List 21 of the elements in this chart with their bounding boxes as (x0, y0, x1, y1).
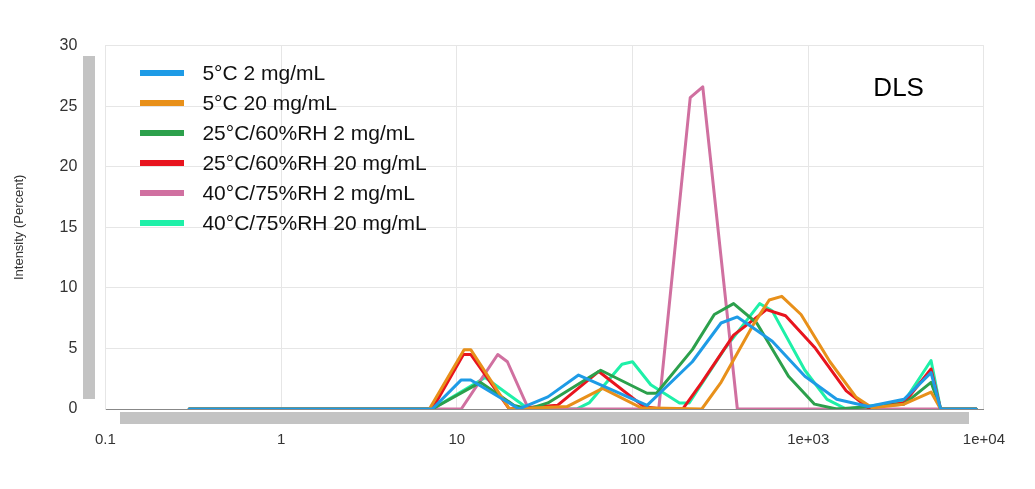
x-tick-label: 1e+03 (787, 430, 830, 448)
x-tick-label: 1 (276, 430, 286, 448)
annotation: DLS (873, 71, 924, 102)
legend-label: 5°C 2 mg/mL (202, 59, 326, 86)
y-axis-title: Intensity (Percent) (11, 174, 27, 281)
x-tick-label: 1e+04 (962, 430, 1006, 448)
x-tick-label: 100 (620, 430, 646, 448)
y-tick-label: 30 (59, 36, 78, 54)
x-tick-label: 10 (448, 430, 466, 448)
y-tick-label: 25 (59, 96, 78, 114)
legend-label: 40°C/75%RH 20 mg/mL (202, 209, 427, 236)
y-tick-label: 0 (68, 399, 78, 417)
legend-label: 5°C 20 mg/mL (202, 89, 337, 116)
y-tick-label: 10 (59, 278, 78, 296)
legend-label: 25°C/60%RH 20 mg/mL (202, 149, 427, 176)
x-tick-label: 0.1 (94, 430, 116, 448)
y-tick-label: 5 (68, 338, 78, 356)
y-tick-label: 20 (59, 157, 78, 175)
legend-label: 25°C/60%RH 2 mg/mL (202, 119, 416, 146)
legend-label: 40°C/75%RH 2 mg/mL (202, 179, 416, 206)
y-tick-label: 15 (59, 217, 78, 235)
